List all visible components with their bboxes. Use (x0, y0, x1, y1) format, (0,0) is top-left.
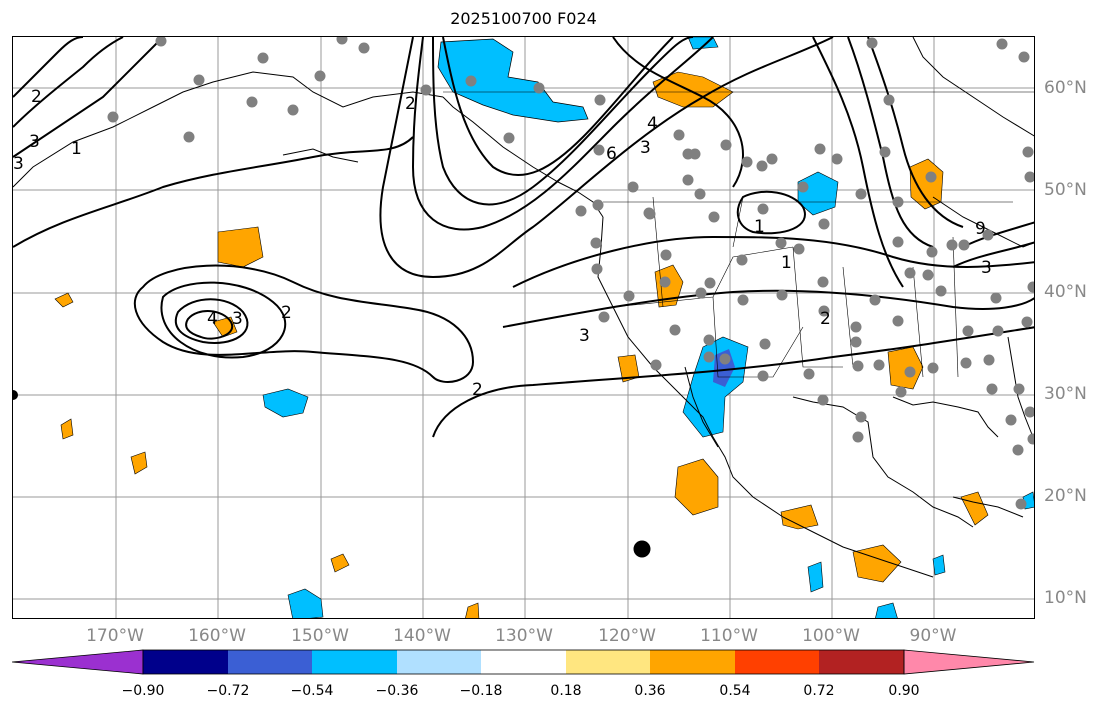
contour-label: 3 (29, 132, 40, 152)
shaded-anomaly-fields (54, 37, 1034, 618)
pacific-blue-field-2 (287, 588, 324, 618)
mexico-orange-field-2 (780, 504, 819, 530)
latitude-label: 40°N (1044, 282, 1087, 302)
contour-label: 3 (232, 309, 243, 329)
station-markers (107, 37, 1034, 510)
contour-label: 6 (606, 144, 617, 164)
state-borders (443, 91, 1034, 378)
longitude-label: 160°W (188, 626, 246, 646)
contour-label: 2 (405, 94, 416, 114)
coastlines (13, 37, 1034, 578)
longitude-label: 130°W (495, 626, 553, 646)
contour-label: 3 (13, 154, 24, 174)
mexico-blue-field (807, 561, 824, 593)
pacific-orange-field-5 (130, 451, 148, 475)
map-title: 2025100700 F024 (450, 9, 597, 28)
colorbar-segment (481, 650, 566, 674)
gulf-orange-field (887, 346, 924, 390)
colorbar-tick: −0.54 (290, 683, 334, 699)
contour-label: 3 (579, 326, 590, 346)
contours (13, 37, 1034, 438)
contour-label: 3 (981, 258, 992, 278)
latitude-label: 10°N (1044, 588, 1087, 608)
colorbar-segment (735, 650, 819, 674)
pacific-blue-field-3 (875, 602, 898, 618)
colorbar-segment (228, 650, 312, 674)
pacific-orange-field-6 (330, 553, 350, 573)
longitude-label: 90°W (909, 626, 957, 646)
contour-label: 2 (820, 309, 831, 329)
colorbar-tick: 0.54 (719, 683, 751, 699)
longitude-label: 100°W (802, 626, 860, 646)
longitude-label: 140°W (393, 626, 451, 646)
colorbar-tick: 0.72 (803, 683, 835, 699)
contour-labels: 2 4 3 2 3 1 4 3 6 2 1 1 3 2 2 3 3 9 (13, 87, 992, 400)
pacific-orange-field-4 (60, 418, 74, 440)
colorbar-extend-high (903, 649, 1035, 675)
colorbar-segment (566, 650, 650, 674)
longitude-label: 110°W (700, 626, 758, 646)
latitude-label: 30°N (1044, 384, 1087, 404)
colorbar-segment (397, 650, 481, 674)
latitude-label: 50°N (1044, 180, 1087, 200)
contour-label: 4 (647, 114, 658, 134)
contour-label: 3 (640, 138, 651, 158)
highlight-marker (633, 540, 651, 558)
colorbar-tick: −0.18 (459, 683, 503, 699)
pacific-blue-field-1 (262, 388, 309, 418)
longitude-label: 170°W (86, 626, 144, 646)
contour-label: 4 (207, 309, 218, 329)
latitude-label: 20°N (1044, 486, 1087, 506)
colorbar-segment (312, 650, 397, 674)
map-panel: 2 4 3 2 3 1 4 3 6 2 1 1 3 2 2 3 3 9 (12, 36, 1035, 619)
contour-label: 2 (281, 303, 292, 323)
pacific-orange-field-7 (465, 602, 480, 618)
canada-orange-field (652, 71, 734, 108)
alaska-blue-field (437, 38, 589, 123)
southwest-blue-field (682, 336, 749, 438)
honduras-blue-field (932, 554, 946, 576)
colorbar-segment (143, 650, 228, 674)
contour-label: 1 (71, 139, 82, 159)
pacific-orange-field-2 (54, 292, 74, 308)
colorbar-tick: 0.18 (550, 683, 582, 699)
colorbar-tick: −0.36 (375, 683, 419, 699)
map-canvas: 2 4 3 2 3 1 4 3 6 2 1 1 3 2 2 3 3 9 (13, 37, 1034, 618)
pacific-orange-field-1 (217, 226, 264, 268)
colorbar-extend-low (12, 649, 144, 675)
longitude-label: 120°W (598, 626, 656, 646)
contour-label: 1 (781, 253, 792, 273)
mexico-orange-field-1 (674, 458, 719, 516)
longitude-label: 150°W (291, 626, 349, 646)
contour-label: 2 (472, 380, 483, 400)
edge-marker (13, 390, 18, 400)
colorbar-segment (819, 650, 904, 674)
contour-label: 2 (31, 87, 42, 107)
colorbar (12, 649, 1035, 675)
colorbar-tick: −0.72 (206, 683, 250, 699)
contour-label: 1 (754, 217, 765, 237)
colorbar-segment (650, 650, 735, 674)
hudson-orange-field (909, 158, 944, 210)
contour-label: 9 (975, 219, 986, 239)
colorbar-tick: 0.36 (634, 683, 666, 699)
colorbar-tick: −0.90 (121, 683, 165, 699)
colorbar-tick: 0.90 (888, 683, 920, 699)
latitude-label: 60°N (1044, 78, 1087, 98)
